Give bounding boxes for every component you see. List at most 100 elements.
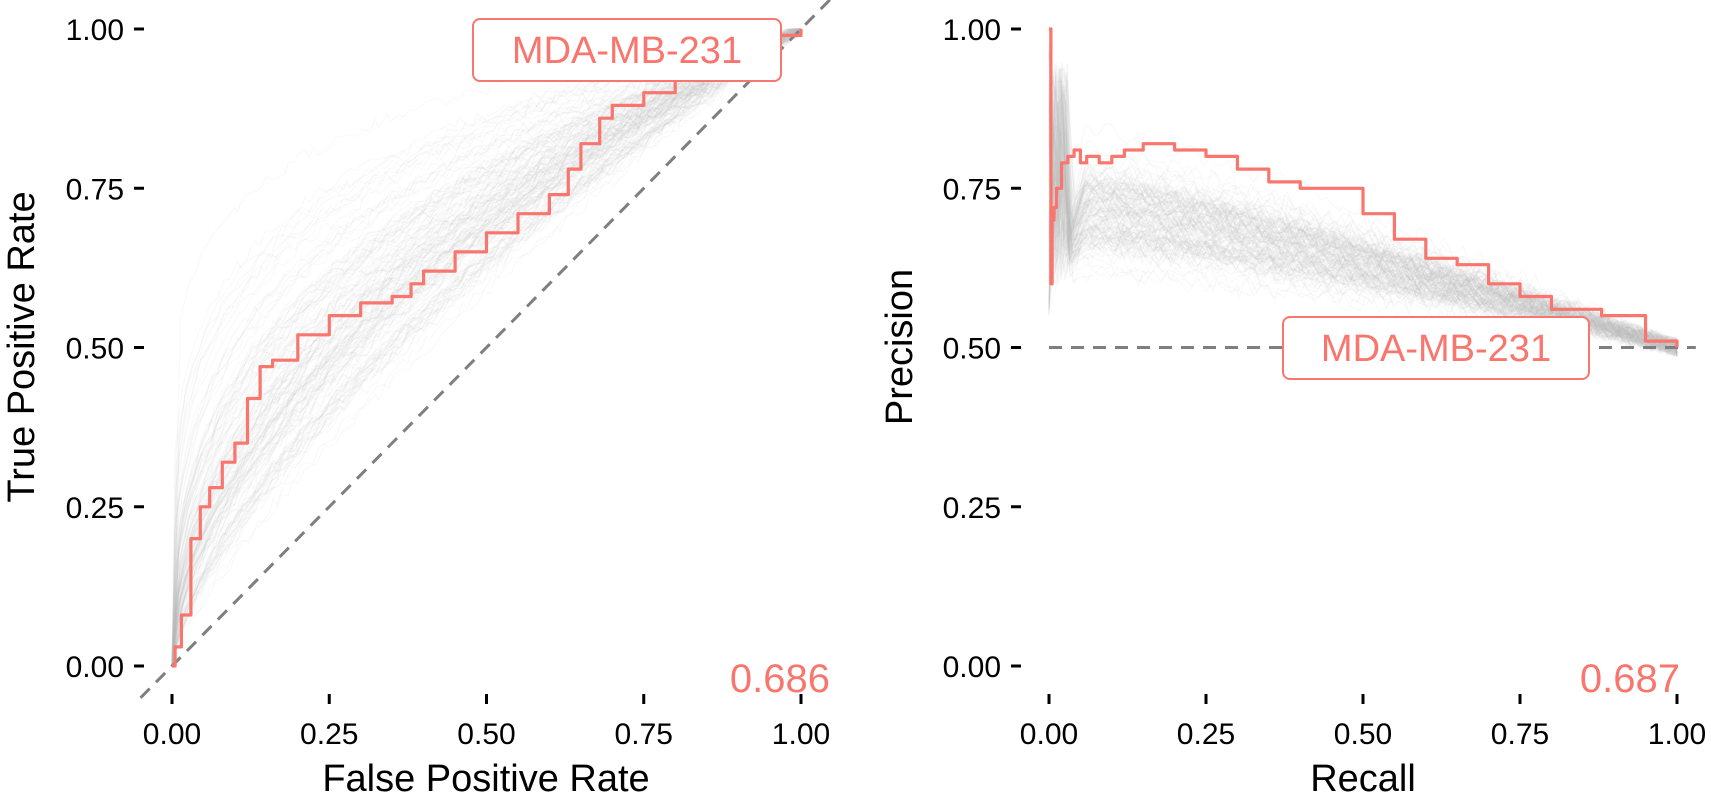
background-curve: [171, 28, 802, 667]
x-tick-label: 0.25: [1177, 718, 1235, 751]
x-axis: 0.00 0.25 0.50 0.75 1.00: [1020, 694, 1706, 751]
background-curve: [171, 29, 802, 667]
background-curve: [171, 28, 801, 667]
callout-text: MDA-MB-231: [1321, 328, 1551, 370]
background-curve: [171, 28, 802, 667]
background-curve: [171, 28, 802, 667]
reference-dashed-line: [139, 0, 832, 699]
background-curve: [1048, 64, 1678, 357]
background-curve: [171, 28, 802, 667]
highlighted-series: [172, 29, 803, 668]
background-curve: [171, 29, 802, 667]
background-curve: [1048, 54, 1678, 356]
x-tick-label: 1.00: [772, 718, 830, 751]
background-curve: [171, 28, 802, 667]
background-curve: [171, 28, 802, 667]
background-curve: [171, 27, 802, 667]
background-curve: [171, 28, 801, 667]
background-curve: [1048, 89, 1678, 357]
background-curve: [171, 28, 802, 667]
background-curve: [171, 28, 802, 667]
background-curve: [171, 29, 802, 667]
x-tick-label: 0.75: [1491, 718, 1549, 751]
background-curve: [1048, 91, 1678, 355]
callout-box: [472, 18, 782, 82]
background-curve: [171, 28, 802, 667]
background-curve: [171, 28, 801, 667]
background-curve: [1048, 76, 1678, 353]
background-curve: [1048, 71, 1678, 349]
background-curve: [1048, 63, 1678, 344]
background-curve: [171, 28, 801, 667]
y-axis: 0.00 0.25 0.50 0.75 1.00: [66, 14, 144, 684]
background-curve: [1048, 43, 1678, 356]
background-curve: [1048, 141, 1678, 354]
background-curve: [171, 28, 801, 667]
background-curve: [1048, 69, 1678, 353]
y-tick-label: 0.25: [66, 492, 124, 525]
background-curve: [1048, 99, 1678, 350]
callout-label: MDA-MB-231: [472, 18, 782, 82]
callout-label: MDA-MB-231: [1282, 316, 1590, 380]
background-curve: [171, 28, 802, 667]
background-curve: [171, 28, 802, 667]
background-curve: [1048, 75, 1678, 356]
background-curve: [171, 29, 802, 667]
background-curve: [171, 28, 802, 667]
background-curve: [171, 28, 802, 667]
background-curve: [171, 28, 802, 667]
reference-line: [139, 0, 832, 699]
background-curve: [171, 27, 802, 667]
background-curve: [1048, 108, 1678, 352]
x-axis: 0.00 0.25 0.50 0.75 1.00: [143, 694, 830, 751]
background-curve: [171, 28, 802, 667]
highlighted-series-line: [1049, 27, 1679, 348]
x-axis-title: Recall: [1310, 758, 1416, 795]
background-curve: [171, 29, 802, 667]
callout-box: [1282, 316, 1590, 380]
background-curve: [1048, 101, 1678, 356]
background-curve: [1048, 109, 1678, 354]
background-curve: [171, 29, 802, 667]
background-curve: [171, 28, 802, 667]
x-tick-label: 0.00: [1020, 718, 1078, 751]
background-curve: [1048, 68, 1678, 356]
background-curve: [171, 28, 801, 667]
background-curve: [1048, 73, 1678, 353]
background-curve: [171, 28, 802, 667]
background-curve: [1048, 72, 1678, 354]
y-tick-label: 0.75: [943, 173, 1001, 206]
y-tick-label: 1.00: [943, 14, 1001, 47]
y-tick-label: 0.00: [943, 651, 1001, 684]
background-curve: [1048, 106, 1678, 352]
y-axis-title: True Positive Rate: [1, 191, 43, 502]
y-tick-label: 0.50: [943, 333, 1001, 366]
background-curve: [1048, 87, 1678, 353]
background-curve: [1048, 102, 1678, 354]
background-curve: [171, 28, 802, 667]
background-curve: [1048, 107, 1678, 351]
background-curve: [171, 28, 801, 667]
background-curve: [1048, 130, 1678, 357]
background-curve: [171, 28, 801, 667]
background-curve: [171, 28, 802, 667]
background-curve: [1048, 135, 1678, 351]
background-curve: [171, 29, 802, 667]
background-curve: [1048, 88, 1678, 353]
background-curve: [1048, 83, 1678, 356]
background-curve: [171, 27, 802, 667]
background-curve: [1048, 85, 1678, 351]
background-curve: [171, 28, 802, 667]
y-tick-label: 1.00: [66, 14, 124, 47]
callout-text: MDA-MB-231: [512, 30, 742, 72]
background-curve: [1048, 84, 1678, 355]
background-curve: [171, 29, 802, 667]
background-curve: [171, 28, 802, 667]
highlighted-series-line: [172, 29, 803, 668]
y-axis: 0.00 0.25 0.50 0.75 1.00: [943, 14, 1021, 684]
y-axis-title: Precision: [879, 269, 921, 425]
roc-panel: 0.00 0.25 0.50 0.75 1.00 0.00 0.25 0.50 0.75 1.0…: [1, 0, 832, 795]
background-curve: [171, 29, 802, 667]
background-curve: [171, 28, 802, 667]
